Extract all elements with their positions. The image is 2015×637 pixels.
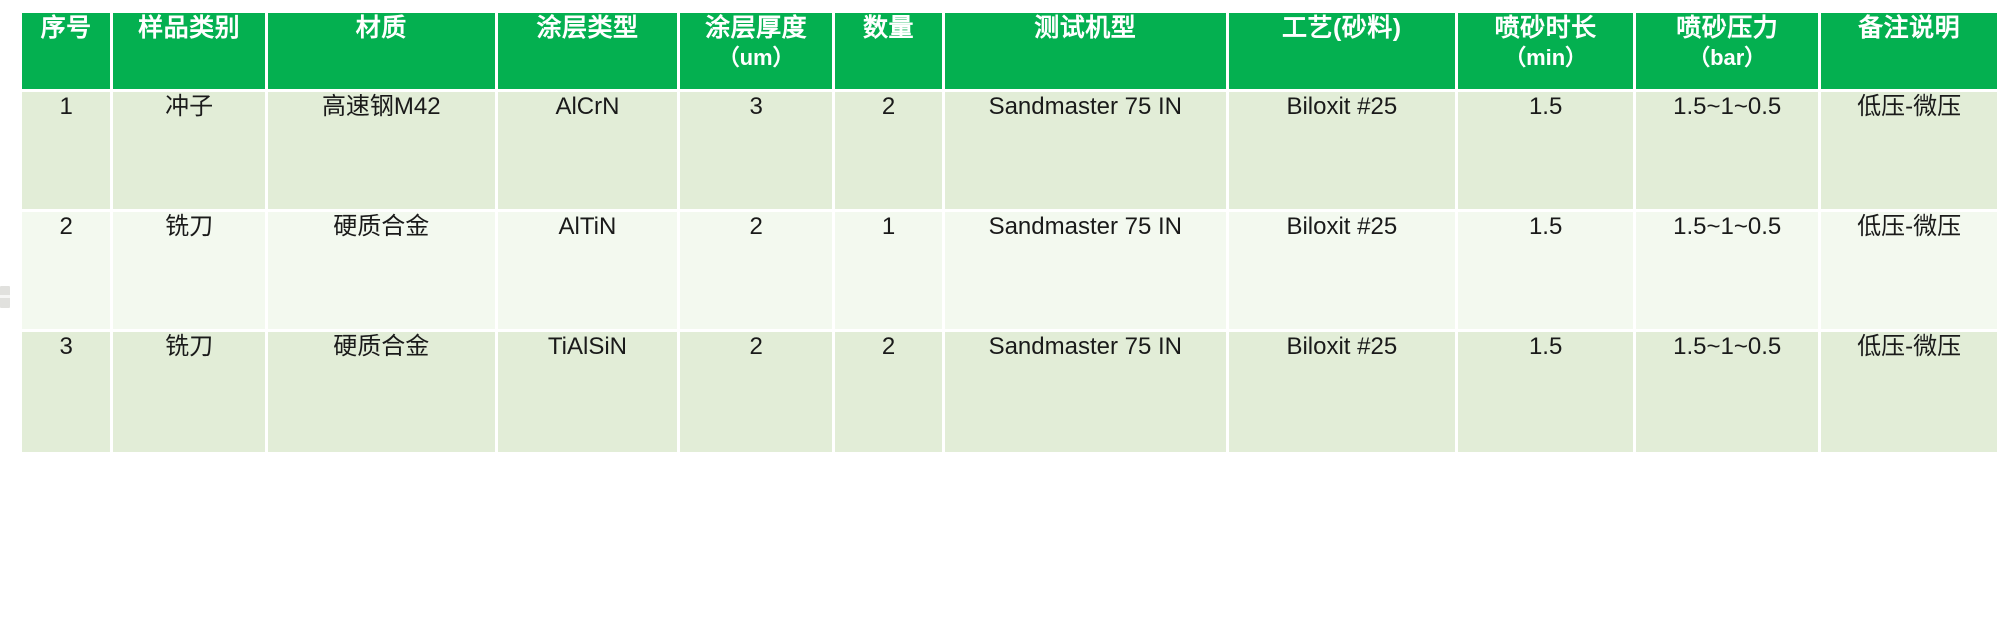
column-header-label: 数量 (862, 14, 914, 42)
column-header-unit: （bar） (1688, 45, 1767, 70)
cell-coating_type[interactable]: AlTiN (497, 212, 681, 332)
column-header-blast_pressure[interactable]: 喷砂压力 （bar） (1636, 13, 1822, 92)
cell-seq[interactable]: 2 (22, 212, 114, 332)
cell-coating_type[interactable]: AlCrN (497, 92, 681, 212)
cell-blast_pressure[interactable]: 1.5~1~0.5 (1636, 212, 1822, 332)
column-header-label: 测试机型 (1034, 14, 1137, 42)
column-header-coating_thick[interactable]: 涂层厚度 （um） (680, 13, 835, 92)
cell-test_machine[interactable]: Sandmaster 75 IN (945, 92, 1229, 212)
column-header-sample_type[interactable]: 样品类别 (113, 13, 268, 92)
cell-quantity[interactable]: 1 (834, 212, 946, 332)
column-header-label: 喷砂压力 (1676, 14, 1779, 42)
cell-coating_thick[interactable]: 3 (680, 92, 835, 212)
cell-process_media[interactable]: Biloxit #25 (1228, 332, 1459, 452)
cell-blast_pressure[interactable]: 1.5~1~0.5 (1636, 332, 1822, 452)
cell-remarks[interactable]: 低压-微压 (1821, 92, 1997, 212)
cell-seq[interactable]: 3 (22, 332, 114, 452)
cell-test_machine[interactable]: Sandmaster 75 IN (945, 332, 1229, 452)
cell-material[interactable]: 高速钢M42 (267, 92, 498, 212)
cell-coating_thick[interactable]: 2 (680, 332, 835, 452)
cell-remarks[interactable]: 低压-微压 (1821, 332, 1997, 452)
column-header-test_machine[interactable]: 测试机型 (945, 13, 1229, 92)
column-header-label: 样品类别 (138, 14, 241, 42)
cell-test_machine[interactable]: Sandmaster 75 IN (945, 212, 1229, 332)
column-header-remarks[interactable]: 备注说明 (1821, 13, 1997, 92)
column-header-coating_type[interactable]: 涂层类型 (497, 13, 681, 92)
cell-blast_time[interactable]: 1.5 (1458, 92, 1637, 212)
column-header-blast_time[interactable]: 喷砂时长 （min） (1458, 13, 1637, 92)
cell-sample_type[interactable]: 冲子 (113, 92, 268, 212)
table-row[interactable]: 2 铣刀 硬质合金 AlTiN 2 1 Sandmaster 75 IN Biloxit #2… (22, 212, 1997, 332)
cell-material[interactable]: 硬质合金 (267, 332, 498, 452)
column-header-unit: （min） (1504, 45, 1588, 70)
column-header-material[interactable]: 材质 (267, 13, 498, 92)
table-body: 1 冲子 高速钢M42 AlCrN 3 2 Sandmaster 75 IN Biloxit … (22, 92, 1997, 452)
cell-quantity[interactable]: 2 (834, 92, 946, 212)
column-header-unit: （um） (717, 45, 795, 70)
table-header: 序号 样品类别 材质 涂层类型 涂层厚度 （um） 数量 测试机型 工艺(砂料) 喷砂时长 （min… (22, 13, 1997, 92)
cell-remarks[interactable]: 低压-微压 (1821, 212, 1997, 332)
cell-blast_pressure[interactable]: 1.5~1~0.5 (1636, 92, 1822, 212)
cell-coating_thick[interactable]: 2 (680, 212, 835, 332)
cell-blast_time[interactable]: 1.5 (1458, 332, 1637, 452)
table-row[interactable]: 3 铣刀 硬质合金 TiAlSiN 2 2 Sandmaster 75 IN Biloxit … (22, 332, 1997, 452)
column-header-label: 备注说明 (1858, 14, 1961, 42)
column-header-label: 涂层厚度 (705, 14, 808, 42)
cell-sample_type[interactable]: 铣刀 (113, 332, 268, 452)
scan-edge-artifact (0, 286, 10, 308)
cell-process_media[interactable]: Biloxit #25 (1228, 212, 1459, 332)
cell-blast_time[interactable]: 1.5 (1458, 212, 1637, 332)
table-header-row: 序号 样品类别 材质 涂层类型 涂层厚度 （um） 数量 测试机型 工艺(砂料) 喷砂时长 （min… (22, 13, 1997, 92)
cell-coating_type[interactable]: TiAlSiN (497, 332, 681, 452)
column-header-label: 序号 (40, 14, 92, 42)
table-row[interactable]: 1 冲子 高速钢M42 AlCrN 3 2 Sandmaster 75 IN Biloxit … (22, 92, 1997, 212)
cell-process_media[interactable]: Biloxit #25 (1228, 92, 1459, 212)
cell-quantity[interactable]: 2 (834, 332, 946, 452)
cell-sample_type[interactable]: 铣刀 (113, 212, 268, 332)
cell-material[interactable]: 硬质合金 (267, 212, 498, 332)
blasting-parameters-table: 序号 样品类别 材质 涂层类型 涂层厚度 （um） 数量 测试机型 工艺(砂料) 喷砂时长 （min… (22, 13, 1997, 452)
column-header-label: 工艺(砂料) (1281, 14, 1402, 42)
cell-seq[interactable]: 1 (22, 92, 114, 212)
column-header-seq[interactable]: 序号 (22, 13, 114, 92)
column-header-label: 喷砂时长 (1494, 14, 1597, 42)
column-header-label: 材质 (355, 14, 407, 42)
column-header-quantity[interactable]: 数量 (834, 13, 946, 92)
column-header-process_media[interactable]: 工艺(砂料) (1228, 13, 1459, 92)
column-header-label: 涂层类型 (536, 14, 639, 42)
